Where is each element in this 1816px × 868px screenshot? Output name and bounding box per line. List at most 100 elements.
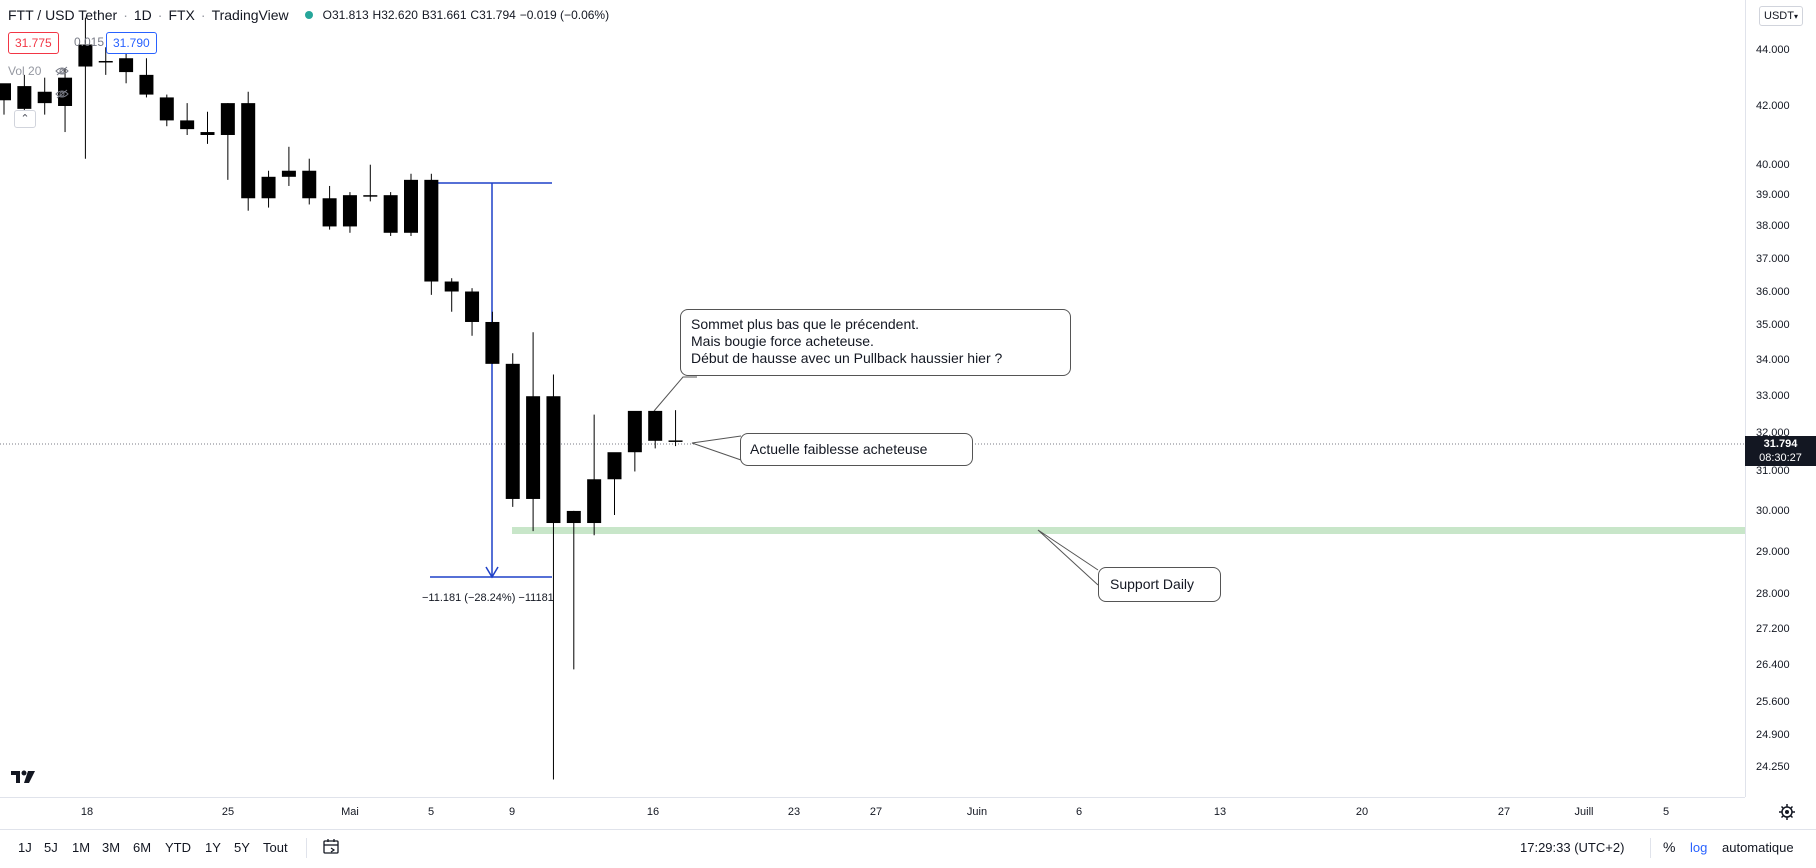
price-tick-label: 30.000 [1756, 505, 1790, 517]
candle-body [363, 195, 378, 197]
candle-body [342, 195, 357, 227]
candle-body [281, 170, 296, 177]
data-source: TradingView [211, 7, 289, 23]
current-price-badge: 31.794 08:30:27 [1745, 436, 1816, 466]
settings-gear-icon[interactable] [1772, 797, 1802, 827]
divider [1650, 838, 1651, 858]
price-range-measure[interactable] [430, 182, 552, 579]
range-button-3m[interactable]: 3M [102, 840, 121, 855]
divider [306, 838, 307, 858]
candle-body [180, 120, 195, 130]
volume-indicator-label[interactable]: Vol 20 [8, 64, 42, 78]
price-tick-label: 42.000 [1756, 100, 1790, 112]
time-tick-label: Juill [1574, 806, 1594, 818]
measure-result-label: −11.181 (−28.24%) −11181 [422, 592, 554, 604]
percent-scale-toggle[interactable]: % [1663, 839, 1676, 855]
price-tick-label: 39.000 [1756, 189, 1790, 201]
candle-body [404, 179, 418, 233]
candle-body [607, 452, 622, 480]
callout-buyer-weakness[interactable]: Actuelle faiblesse acheteuse [740, 433, 973, 466]
range-button-5y[interactable]: 5Y [234, 840, 250, 855]
price-tick-label: 44.000 [1756, 44, 1790, 56]
candle [342, 192, 357, 233]
range-button-tout[interactable]: Tout [263, 840, 288, 855]
range-button-5j[interactable]: 5J [44, 840, 58, 855]
tradingview-logo-icon[interactable] [9, 766, 37, 788]
price-axis[interactable]: 44.000 42.000 40.000 39.000 38.000 37.000 36.0… [1745, 0, 1816, 797]
time-tick-label: 23 [787, 806, 801, 818]
ohlc-close: C31.794 [470, 8, 516, 22]
range-button-1y[interactable]: 1Y [205, 840, 221, 855]
support-zone[interactable] [512, 527, 1745, 534]
time-tick-label: 5 [1662, 806, 1670, 818]
candle [0, 83, 11, 115]
price-tick-label: 24.900 [1756, 729, 1790, 741]
candle [648, 410, 663, 449]
callout-1-pointer [653, 376, 697, 412]
time-tick-label: 6 [1075, 806, 1083, 818]
candle [220, 103, 235, 180]
candle [607, 452, 622, 515]
callout-lower-high[interactable]: Sommet plus bas que le précendent. Mais … [680, 309, 1071, 376]
time-axis[interactable]: 18 25 Mai 5 9 16 23 27 Juin 6 13 20 27 Juill 5 [0, 797, 1745, 828]
callout-2-pointer [691, 435, 742, 461]
candle [180, 103, 195, 135]
candle [363, 164, 378, 202]
symbol-name[interactable]: FTT / USD Tether [8, 7, 118, 23]
ohlc-low: B31.661 [421, 8, 467, 22]
candle-body [648, 410, 663, 441]
time-tick-label: 25 [221, 806, 235, 818]
time-tick-label: Juin [966, 806, 988, 818]
calendar-range-icon[interactable] [322, 838, 340, 856]
clock-timezone[interactable]: 17:29:33 (UTC+2) [1520, 840, 1625, 855]
candle-body [627, 410, 642, 453]
bar-countdown: 08:30:27 [1759, 452, 1802, 464]
candle-body [587, 479, 602, 524]
candle [444, 278, 459, 312]
exchange: FTX [168, 7, 195, 23]
bottom-toolbar: 1J 5J 1M 3M 6M YTD 1Y 5Y Tout 17:29:33 (UTC+2) %… [0, 829, 1816, 868]
range-button-1j[interactable]: 1J [18, 840, 32, 855]
price-tick-label: 35.000 [1756, 319, 1790, 331]
time-tick-label: 27 [1497, 806, 1511, 818]
interval[interactable]: 1D [133, 7, 152, 23]
candle [98, 47, 113, 75]
range-button-ytd[interactable]: YTD [165, 840, 191, 855]
sell-price-button[interactable]: 31.775 [8, 32, 59, 54]
price-tick-label: 29.000 [1756, 546, 1790, 558]
callout-support-daily[interactable]: Support Daily [1098, 567, 1221, 602]
price-tick-label: 31.000 [1756, 465, 1790, 477]
range-button-1m[interactable]: 1M [72, 840, 91, 855]
price-tick-label: 34.000 [1756, 354, 1790, 366]
candle-body [505, 363, 520, 499]
candle [668, 410, 683, 447]
candle [139, 58, 154, 98]
candlestick-chart[interactable] [0, 0, 1745, 797]
candle [424, 173, 439, 295]
candle [627, 410, 642, 472]
candle-body [0, 83, 11, 101]
currency-selector[interactable]: USDT▾ [1759, 6, 1803, 26]
candle-body [302, 170, 317, 199]
price-tick-label: 40.000 [1756, 159, 1790, 171]
callout-text: Mais bougie force acheteuse. [691, 333, 874, 349]
candle-body [119, 58, 134, 73]
candle-body [159, 97, 174, 121]
chevron-up-icon[interactable]: ⌃ [14, 110, 36, 128]
range-button-6m[interactable]: 6M [133, 840, 152, 855]
callout-3-pointer [1037, 529, 1099, 586]
buy-price-button[interactable]: 31.790 [106, 32, 157, 54]
ohlc-change: −0.019 (−0.06%) [519, 8, 610, 22]
time-tick-label: Mai [341, 806, 359, 818]
eye-off-icon[interactable] [55, 66, 69, 76]
chart-pane[interactable]: FTT / USD Tether · 1D · FTX · TradingVie… [0, 0, 1745, 797]
candle [404, 173, 418, 236]
callout-text: Actuelle faiblesse acheteuse [750, 441, 928, 457]
candle [261, 170, 276, 208]
spread-value: 0.015 [74, 35, 105, 49]
log-scale-toggle[interactable]: log [1690, 840, 1708, 855]
currency-label: USDT [1764, 10, 1794, 22]
auto-scale-toggle[interactable]: automatique [1722, 840, 1794, 855]
time-tick-label: 9 [508, 806, 516, 818]
eye-off-icon[interactable] [55, 89, 69, 99]
